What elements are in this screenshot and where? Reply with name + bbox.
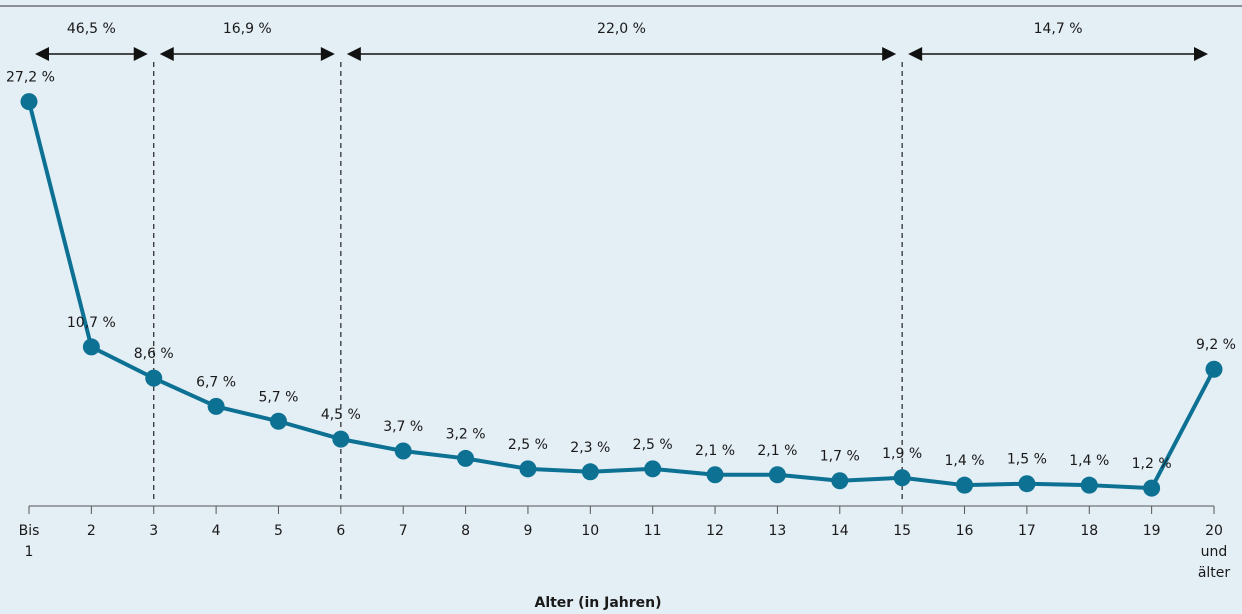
data-point-13	[831, 472, 849, 490]
value-label-5: 4,5 %	[321, 407, 361, 423]
data-point-10	[644, 460, 662, 478]
value-label-17: 1,4 %	[1069, 453, 1109, 469]
x-axis-title: Alter (in Jahren)	[534, 595, 661, 611]
range-label-1: 16,9 %	[223, 21, 272, 37]
value-label-0: 27,2 %	[6, 70, 55, 86]
range-arrow-head-left-0	[35, 47, 49, 61]
x-tick-label-11: 12	[706, 523, 724, 539]
data-point-5	[332, 430, 350, 448]
range-arrow-head-right-2	[882, 47, 897, 61]
x-tick-label-2: 3	[149, 523, 158, 539]
range-label-3: 14,7 %	[1034, 21, 1083, 37]
value-label-4: 5,7 %	[258, 389, 298, 405]
range-arrow-head-left-2	[346, 47, 361, 61]
x-tick-label-6: 7	[399, 523, 408, 539]
series-line	[27, 101, 1216, 491]
value-label-6: 3,7 %	[383, 419, 423, 435]
value-label-11: 2,1 %	[695, 443, 735, 459]
range-label-2: 22,0 %	[597, 21, 646, 37]
data-point-8	[519, 460, 537, 478]
data-points	[20, 93, 1223, 497]
x-tick-label-10: 11	[644, 523, 662, 539]
x-tick-label-18: 19	[1143, 523, 1161, 539]
x-tick-label-8: 9	[523, 523, 532, 539]
value-label-2: 8,6 %	[134, 346, 174, 362]
x-tick-label-19-1: und	[1201, 544, 1228, 560]
value-label-7: 3,2 %	[446, 426, 486, 442]
data-point-2	[145, 369, 163, 387]
x-tick-label-19-0: 20	[1205, 523, 1223, 539]
data-point-19	[1205, 360, 1223, 378]
range-arrow-head-left-3	[908, 47, 923, 61]
value-label-15: 1,4 %	[945, 453, 985, 469]
data-point-9	[581, 463, 599, 481]
x-tick-label-0-0: Bis	[19, 523, 40, 539]
value-label-13: 1,7 %	[820, 449, 860, 465]
x-tick-label-0-1: 1	[25, 544, 34, 560]
x-tick-label-16: 17	[1018, 523, 1036, 539]
data-point-1	[82, 338, 100, 356]
data-point-0	[20, 93, 38, 111]
value-label-8: 2,5 %	[508, 437, 548, 453]
x-tick-label-9: 10	[581, 523, 599, 539]
x-tick-label-12: 13	[769, 523, 787, 539]
x-tick-label-17: 18	[1080, 523, 1098, 539]
x-tick-label-14: 15	[893, 523, 911, 539]
value-label-16: 1,5 %	[1007, 452, 1047, 468]
x-tick-label-1: 2	[87, 523, 96, 539]
data-point-15	[956, 476, 974, 494]
range-dividers	[153, 62, 903, 500]
range-arrow-head-left-1	[159, 47, 174, 61]
range-label-0: 46,5 %	[67, 21, 116, 37]
data-point-12	[768, 466, 786, 484]
range-arrow-head-right-0	[133, 47, 148, 61]
range-arrow-2: 22,0 %	[346, 21, 897, 61]
value-label-18: 1,2 %	[1132, 456, 1172, 472]
x-tick-label-15: 16	[956, 523, 974, 539]
value-label-9: 2,3 %	[570, 440, 610, 456]
series-line-group	[27, 101, 1216, 491]
value-label-19: 9,2 %	[1196, 337, 1236, 353]
range-arrow-head-right-3	[1194, 47, 1208, 61]
x-tick-label-13: 14	[831, 523, 849, 539]
x-tick-label-7: 8	[461, 523, 470, 539]
data-point-4	[269, 412, 287, 430]
data-point-7	[457, 449, 475, 467]
data-point-17	[1080, 476, 1098, 494]
data-point-11	[706, 466, 724, 484]
x-tick-label-4: 5	[274, 523, 283, 539]
range-arrow-0: 46,5 %	[35, 21, 148, 61]
data-point-3	[207, 397, 225, 415]
data-point-16	[1018, 475, 1036, 493]
value-labels: 27,2 % 10,7 % 8,6 % 6,7 % 5,7 % 4,5 % 3,7 % 3,2…	[6, 70, 1236, 473]
value-label-3: 6,7 %	[196, 374, 236, 390]
value-label-14: 1,9 %	[882, 446, 922, 462]
range-arrow-1: 16,9 %	[159, 21, 335, 61]
data-point-18	[1143, 479, 1161, 497]
x-tick-label-3: 4	[212, 523, 221, 539]
x-tick-label-5: 6	[336, 523, 345, 539]
value-label-10: 2,5 %	[633, 437, 673, 453]
value-label-1: 10,7 %	[67, 315, 116, 331]
x-tick-label-19-2: älter	[1198, 565, 1231, 581]
value-label-12: 2,1 %	[757, 443, 797, 459]
range-arrow-head-right-1	[320, 47, 335, 61]
range-arrows: 46,5 % 16,9 % 22,0 % 14,7 %	[35, 21, 1208, 61]
data-point-6	[394, 442, 412, 460]
range-arrow-3: 14,7 %	[908, 21, 1208, 61]
data-point-14	[893, 469, 911, 487]
